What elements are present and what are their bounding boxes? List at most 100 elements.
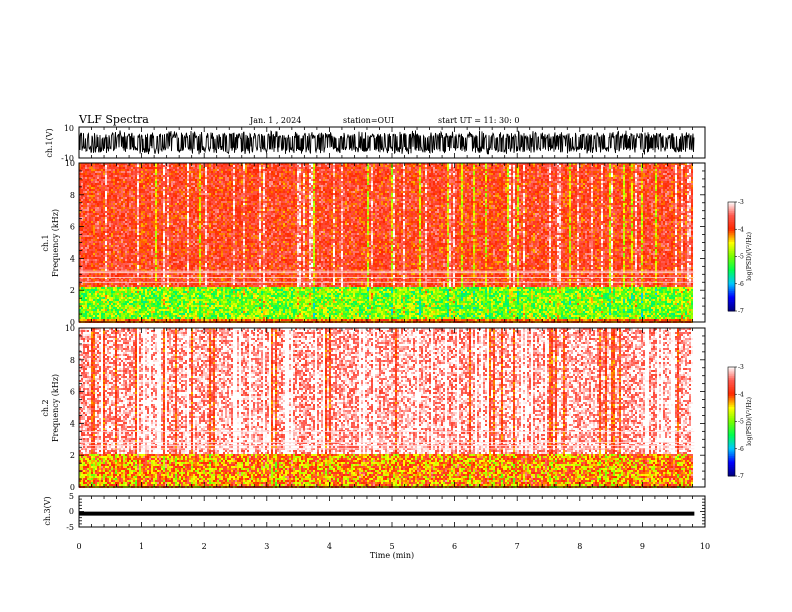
spectrogram-cell	[175, 221, 177, 223]
spectrogram-cell	[83, 213, 85, 215]
spectrogram-cell	[177, 287, 179, 289]
spectrogram-cell	[133, 175, 135, 177]
spectrogram-cell	[155, 175, 157, 177]
spectrogram-cell	[149, 229, 151, 231]
spectrogram-cell	[101, 289, 103, 291]
spectrogram-cell	[135, 235, 137, 237]
spectrogram-cell	[97, 297, 99, 299]
spectrogram-cell	[99, 293, 101, 295]
spectrogram-cell	[113, 311, 115, 313]
spectrogram-cell	[85, 303, 87, 305]
spectrogram-cell	[175, 247, 177, 249]
spectrogram-cell	[111, 177, 113, 179]
spectrogram-cell	[141, 223, 143, 225]
spectrogram-cell	[163, 207, 165, 209]
spectrogram-cell	[123, 295, 125, 297]
spectrogram-cell	[81, 219, 83, 221]
spectrogram-cell	[123, 241, 125, 243]
spectrogram-cell	[161, 253, 163, 255]
spectrogram-cell	[127, 219, 129, 221]
spectrogram-cell	[145, 263, 147, 265]
spectrogram-cell	[171, 307, 173, 309]
spectrogram-cell	[101, 301, 103, 303]
spectrogram-cell	[113, 195, 115, 197]
spectrogram-cell	[153, 249, 155, 251]
spectrogram-cell	[157, 215, 159, 217]
spectrogram-cell	[127, 241, 129, 243]
spectrogram-cell	[99, 257, 101, 259]
spectrogram-cell	[111, 191, 113, 193]
spectrogram-cell	[109, 297, 111, 299]
spectrogram-cell	[133, 245, 135, 247]
spectrogram-cell	[107, 279, 109, 281]
spectrogram-cell	[115, 291, 117, 293]
spectrogram-cell	[185, 303, 187, 305]
spectrogram-cell	[171, 181, 173, 183]
spectrogram-cell	[151, 235, 153, 237]
spectrogram-cell	[97, 171, 99, 173]
spectrogram-cell	[115, 173, 117, 175]
spectrogram-cell	[155, 241, 157, 243]
spectrogram-cell	[125, 241, 127, 243]
spectrogram-cell	[151, 247, 153, 249]
spectrogram-cell	[99, 273, 101, 275]
spectrogram-cell	[175, 267, 177, 269]
spectrogram-cell	[169, 207, 171, 209]
spectrogram-cell	[135, 223, 137, 225]
spectrogram-cell	[95, 237, 97, 239]
spectrogram-cell	[83, 243, 85, 245]
spectrogram-cell	[101, 203, 103, 205]
spectrogram-cell	[189, 175, 191, 177]
spectrogram-cell	[91, 171, 93, 173]
spectrogram-cell	[171, 263, 173, 265]
spectrogram-cell	[177, 251, 179, 253]
spectrogram-cell	[129, 313, 131, 315]
spectrogram-cell	[133, 171, 135, 173]
spectrogram-cell	[119, 223, 121, 225]
spectrogram-cell	[189, 195, 191, 197]
spectrogram-cell	[103, 307, 105, 309]
spectrogram-cell	[87, 213, 89, 215]
spectrogram-cell	[133, 167, 135, 169]
spectrogram-cell	[137, 189, 139, 191]
spectrogram-cell	[129, 305, 131, 307]
spectrogram-cell	[89, 207, 91, 209]
spectrogram-cell	[157, 181, 159, 183]
spectrogram-cell	[185, 311, 187, 313]
spectrogram-cell	[139, 229, 141, 231]
spectrogram-cell	[105, 241, 107, 243]
spectrogram-cell	[167, 241, 169, 243]
spectrogram-cell	[171, 285, 173, 287]
spectrogram-cell	[185, 235, 187, 237]
spectrogram-cell	[111, 267, 113, 269]
spectrogram-cell	[121, 227, 123, 229]
spectrogram-cell	[159, 283, 161, 285]
spectrogram-cell	[129, 181, 131, 183]
spectrogram-cell	[137, 265, 139, 267]
spectrogram-cell	[165, 251, 167, 253]
spectrogram-cell	[119, 275, 121, 277]
spectrogram-cell	[177, 219, 179, 221]
spectrogram-cell	[181, 257, 183, 259]
spectrogram-cell	[103, 259, 105, 261]
spectrogram-cell	[99, 187, 101, 189]
spectrogram-cell	[123, 199, 125, 201]
spectrogram-cell	[167, 251, 169, 253]
spectrogram-cell	[99, 315, 101, 317]
spectrogram-cell	[109, 289, 111, 291]
spectrogram-cell	[141, 175, 143, 177]
spectrogram-cell	[143, 169, 145, 171]
spectrogram-cell	[131, 191, 133, 193]
spectrogram-cell	[143, 207, 145, 209]
spectrogram-cell	[169, 211, 171, 213]
spectrogram-cell	[131, 211, 133, 213]
spectrogram-cell	[139, 269, 141, 271]
spectrogram-cell	[187, 167, 189, 169]
spectrogram-cell	[181, 201, 183, 203]
spectrogram-cell	[175, 303, 177, 305]
spectrogram-cell	[119, 177, 121, 179]
spectrogram-cell	[109, 285, 111, 287]
spectrogram-cell	[135, 317, 137, 319]
spectrogram-cell	[149, 219, 151, 221]
spectrogram-cell	[187, 185, 189, 187]
